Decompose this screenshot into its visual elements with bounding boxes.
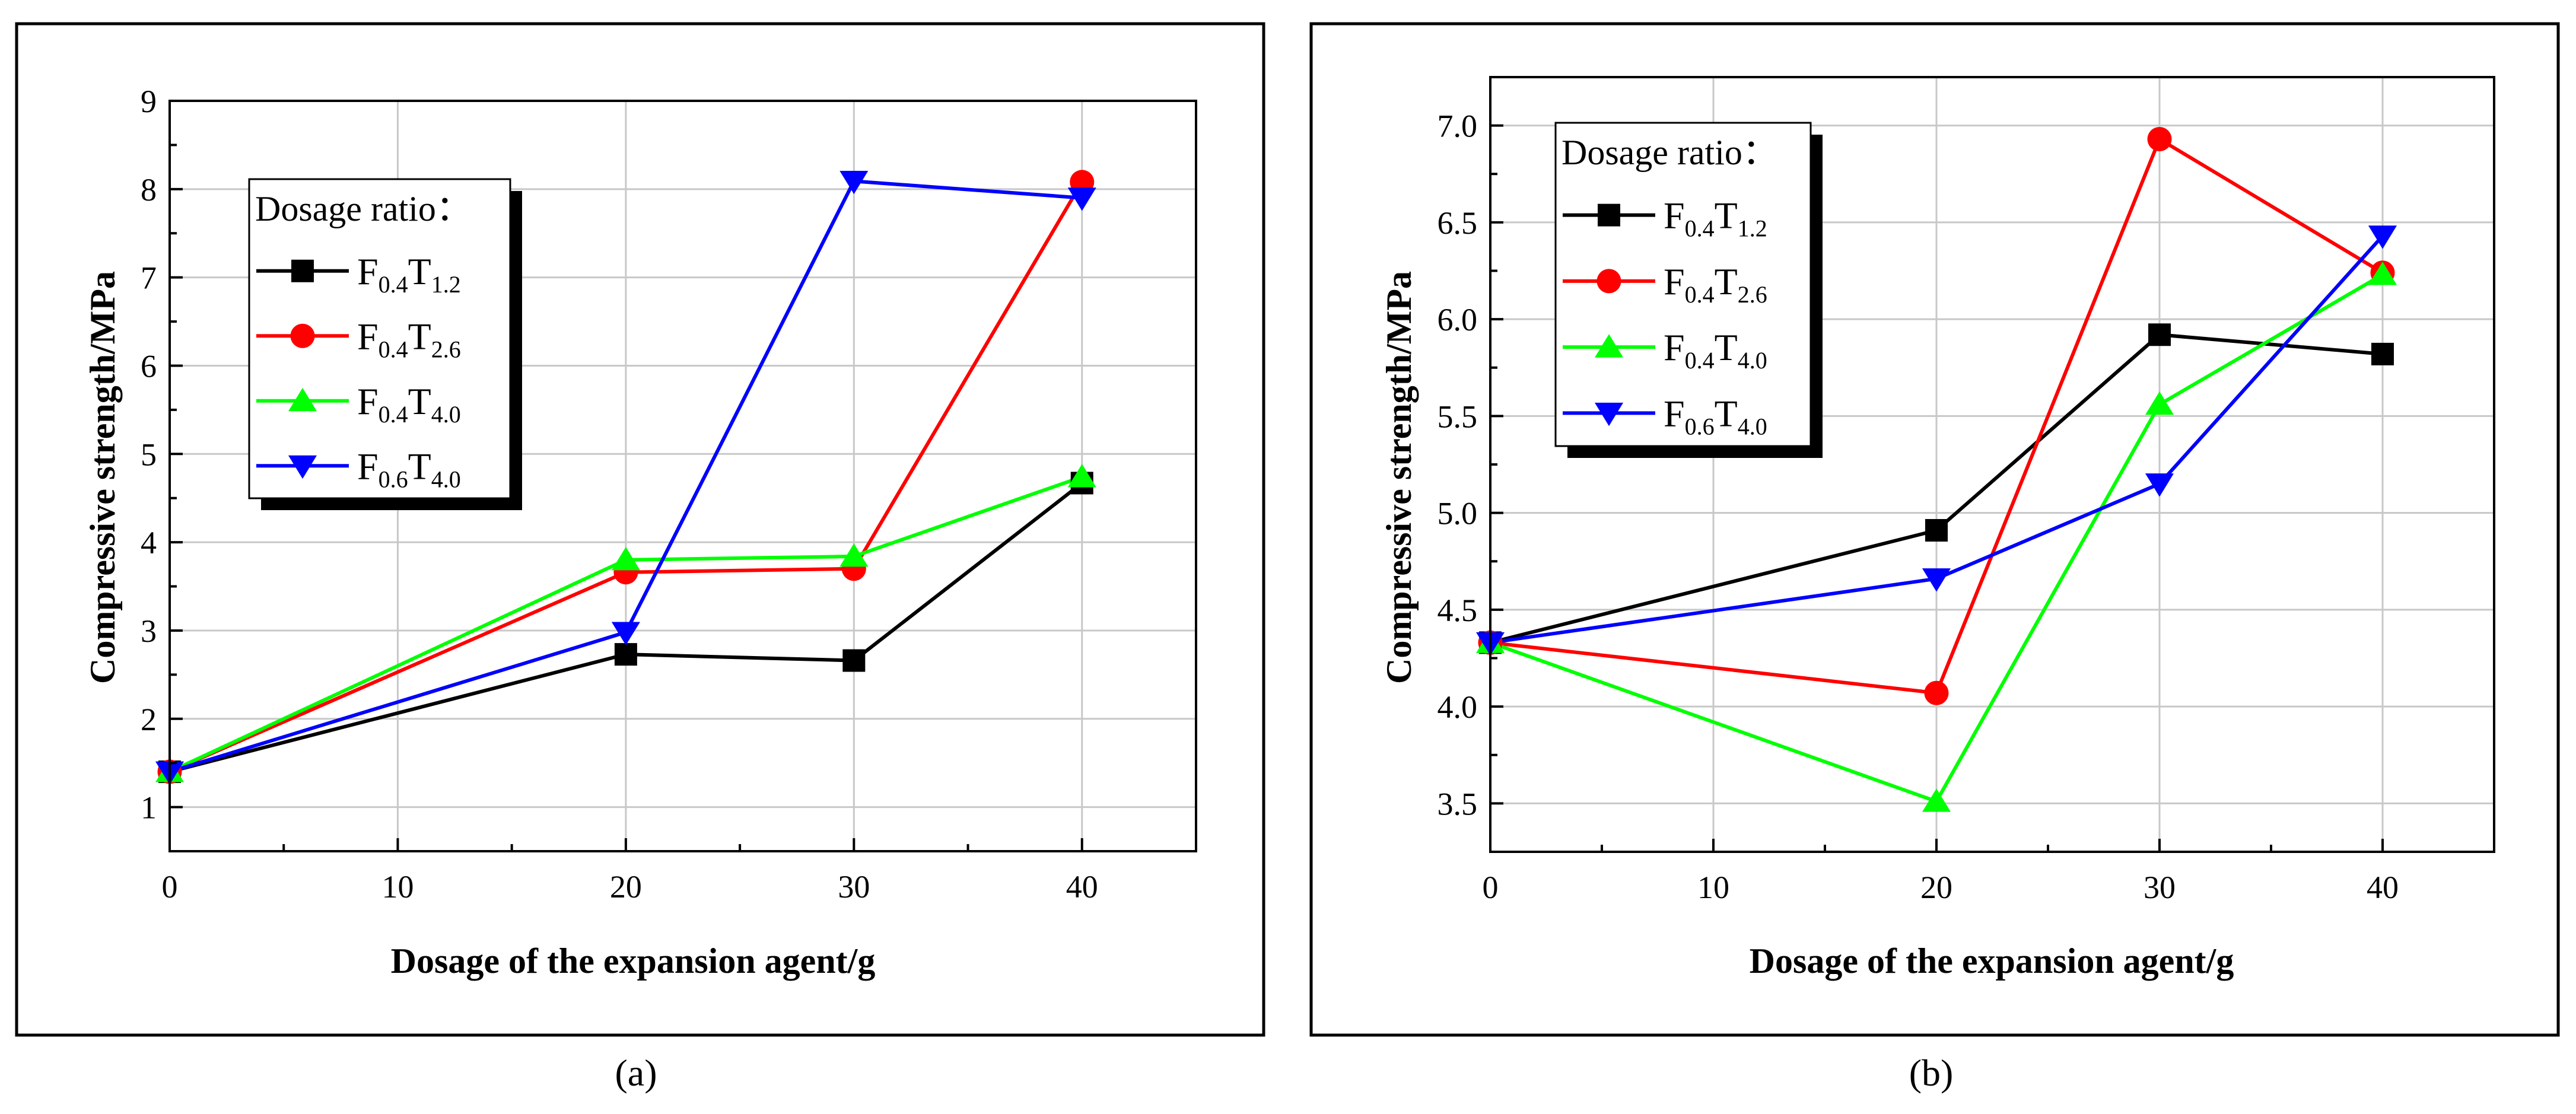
x-tick-label: 40: [1066, 869, 1098, 905]
data-point-F0.4T1.2: [842, 649, 866, 672]
panel-b-ticks: 0 10 20 30 40 3.5 4.0 4.5 5.0 5.5 6.0 6.5 7.0: [1438, 76, 2495, 905]
x-tick-label: 10: [381, 869, 414, 905]
legend-label-F0.6T4.0: F0.6T4.0: [357, 445, 461, 492]
series-line-F0.4T1.2: [169, 482, 1083, 774]
y-tick-label: 5.0: [1438, 496, 1478, 531]
y-tick-label: 4: [141, 525, 157, 561]
legend-label-F0.4T2.6: F0.4T2.6: [1664, 260, 1767, 308]
y-tick-label: 3.5: [1438, 786, 1478, 822]
legend-marker: [1598, 203, 1620, 227]
data-point-F0.6T4.0: [839, 170, 869, 195]
x-tick-label: 0: [162, 869, 178, 905]
data-point-F0.4T1.2: [2371, 342, 2394, 365]
panel-a-legend: Dosage ratio： F0.4T1.2 F0.4T2.6 F0.4T4.0 F0.…: [248, 178, 522, 510]
panel-b: 0 10 20 30 40 3.5 4.0 4.5 5.0 5.5 6.0 6.5 7.0 Dosage…: [1309, 22, 2560, 1094]
legend-marker: [288, 387, 317, 412]
panel-a-frame: [15, 22, 1265, 1037]
series-line-F0.4T4.0: [168, 475, 1083, 774]
y-tick-label: 7.0: [1438, 109, 1478, 144]
panel-a-caption: (a): [615, 1052, 657, 1094]
y-tick-label: 2: [141, 702, 157, 737]
data-point-F0.4T1.2: [1925, 519, 1948, 542]
legend-label-F0.6T4.0: F0.6T4.0: [1664, 392, 1767, 440]
data-point-F0.4T4.0: [2145, 391, 2174, 415]
x-tick-label: 10: [1697, 870, 1729, 905]
legend-title: Dosage ratio：: [1561, 133, 1778, 172]
legend-marker: [291, 259, 314, 282]
data-point-F0.4T1.2: [2148, 323, 2171, 346]
legend-marker: [1597, 269, 1621, 294]
x-tick-label: 30: [2144, 870, 2176, 905]
panel-a-x-axis-title: Dosage of the expansion agent/g: [391, 941, 876, 981]
x-tick-label: 40: [2367, 870, 2399, 905]
y-tick-label: 6.5: [1438, 205, 1478, 241]
series-line-F0.4T2.6: [1490, 136, 2384, 695]
panel-b-frame: [1309, 22, 2560, 1037]
legend-marker: [288, 455, 317, 479]
legend-marker: [290, 323, 315, 348]
y-tick-label: 4.5: [1438, 593, 1478, 628]
legend-label-F0.4T1.2: F0.4T1.2: [357, 250, 461, 298]
x-tick-label: 20: [1920, 870, 1952, 905]
y-tick-label: 8: [141, 172, 157, 208]
y-tick-label: 5.5: [1438, 399, 1478, 434]
y-tick-label: 3: [141, 613, 157, 649]
series-line-F0.4T2.6: [168, 181, 1084, 774]
legend-label-F0.4T4.0: F0.4T4.0: [357, 380, 461, 428]
legend-label-F0.4T2.6: F0.4T2.6: [357, 315, 461, 362]
y-tick-label: 6.0: [1438, 302, 1478, 338]
data-point-F0.4T2.6: [2147, 126, 2172, 151]
data-point-F0.4T1.2: [614, 643, 637, 666]
data-point-F0.6T4.0: [1067, 187, 1096, 211]
y-tick-label: 5: [141, 437, 157, 472]
data-point-F0.4T4.0: [1067, 464, 1096, 488]
panel-a-y-axis-title: Compressive strength/MPa: [83, 271, 122, 684]
panel-a-plot-frame: [168, 100, 1197, 852]
data-point-F0.4T4.0: [611, 547, 640, 571]
series-line-F0.4T1.2: [1490, 333, 2383, 645]
series-line-F0.6T4.0: [169, 179, 1082, 774]
series-line-F0.4T4.0: [1489, 273, 2384, 804]
panel-b-x-axis-title: Dosage of the expansion agent/g: [1750, 941, 2234, 981]
data-point-F0.6T4.0: [2145, 473, 2174, 497]
panel-a-series: [155, 170, 1096, 785]
legend-label-F0.4T4.0: F0.4T4.0: [1664, 326, 1767, 374]
panel-b-y-axis-title: Compressive strength/MPa: [1379, 271, 1419, 684]
series-line-F0.6T4.0: [1490, 234, 2384, 645]
panel-b-caption: (b): [1909, 1052, 1954, 1094]
x-tick-label: 30: [838, 869, 870, 905]
x-tick-label: 0: [1483, 870, 1499, 905]
panel-b-series: [1475, 126, 2397, 812]
data-point-F0.6T4.0: [2368, 225, 2397, 249]
data-point-F0.6T4.0: [611, 622, 640, 645]
y-tick-label: 1: [141, 790, 157, 826]
data-point-F0.4T2.6: [1924, 680, 1949, 705]
legend-marker: [1594, 402, 1624, 426]
legend-label-F0.4T1.2: F0.4T1.2: [1664, 195, 1767, 242]
y-tick-label: 4.0: [1438, 689, 1478, 725]
legend-title: Dosage ratio：: [255, 189, 472, 228]
y-tick-label: 9: [141, 84, 157, 119]
y-tick-label: 7: [141, 260, 157, 296]
legend-marker: [1594, 334, 1624, 358]
data-point-F0.6T4.0: [1922, 568, 1951, 592]
panel-a: 0 10 20 30 40 1 2 3 4 5 6 7 8 9 Dosage of the expansi…: [15, 22, 1265, 1094]
data-point-F0.4T4.0: [2368, 262, 2397, 285]
x-tick-label: 20: [610, 869, 642, 905]
data-point-F0.4T4.0: [839, 543, 869, 567]
panel-b-legend: Dosage ratio： F0.4T1.2 F0.4T2.6 F0.4T4.0 F0.…: [1554, 122, 1823, 458]
data-point-F0.4T4.0: [1922, 788, 1951, 812]
y-tick-label: 6: [141, 348, 157, 384]
panel-a-ticks: 0 10 20 30 40 1 2 3 4 5 6 7 8 9: [141, 84, 1197, 905]
